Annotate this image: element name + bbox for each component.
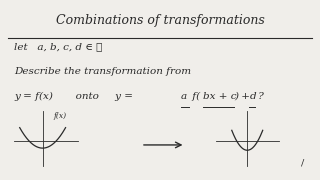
- Text: y = f(x)       onto     y =: y = f(x) onto y =: [14, 92, 136, 101]
- Text: /: /: [301, 159, 304, 168]
- Text: f(: f(: [189, 92, 200, 101]
- Text: let   a, b, c, d ∈ ℝ: let a, b, c, d ∈ ℝ: [14, 42, 102, 51]
- Text: ?: ?: [255, 92, 264, 101]
- Text: bx + c: bx + c: [203, 92, 236, 101]
- Text: ) +: ) +: [235, 92, 254, 101]
- Text: f(x): f(x): [54, 112, 67, 120]
- Text: d: d: [250, 92, 256, 101]
- Text: a: a: [180, 92, 187, 101]
- Text: Describe the transformation from: Describe the transformation from: [14, 67, 191, 76]
- Text: Combinations of transformations: Combinations of transformations: [56, 14, 264, 27]
